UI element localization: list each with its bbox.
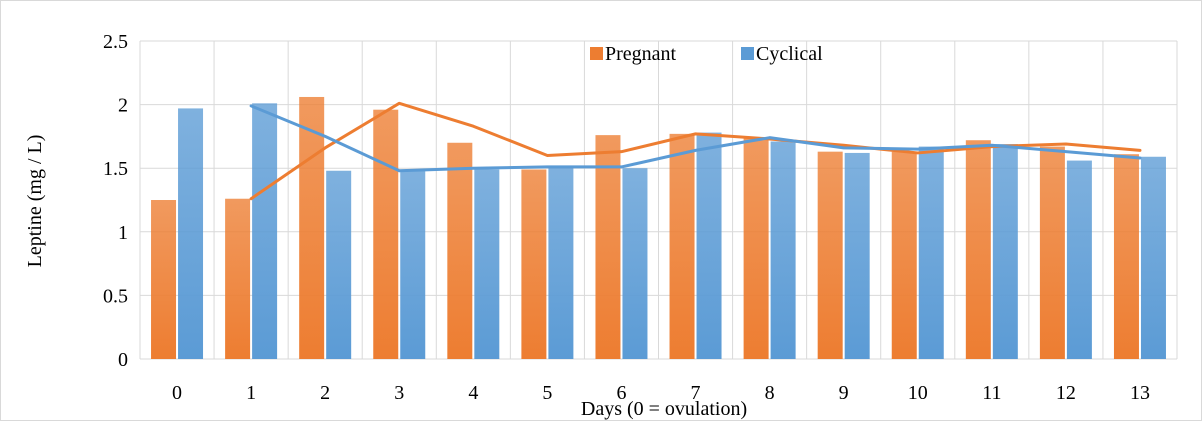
bar-cyclical bbox=[696, 132, 722, 359]
bar-cyclical bbox=[178, 108, 204, 359]
bar-pregnant bbox=[521, 169, 547, 359]
bar-pregnant bbox=[299, 96, 325, 359]
bar-pregnant bbox=[225, 198, 251, 359]
bar-pregnant bbox=[965, 140, 991, 359]
x-tick-label: 2 bbox=[320, 382, 330, 404]
x-tick-label: 0 bbox=[172, 382, 182, 404]
y-tick-label: 0 bbox=[118, 349, 128, 371]
bar-cyclical bbox=[1066, 160, 1092, 359]
x-tick-label: 1 bbox=[246, 382, 256, 404]
bar-pregnant bbox=[373, 109, 399, 359]
bar-cyclical bbox=[474, 169, 500, 359]
bar-pregnant bbox=[743, 137, 769, 359]
bar-pregnant bbox=[817, 151, 843, 359]
bar-cyclical bbox=[400, 169, 426, 359]
x-tick-label: 12 bbox=[1056, 382, 1076, 404]
x-tick-label: 13 bbox=[1130, 382, 1150, 404]
x-tick-label: 10 bbox=[908, 382, 928, 404]
x-tick-label: 11 bbox=[982, 382, 1001, 404]
y-tick-label: 1.5 bbox=[103, 158, 128, 180]
bar-pregnant bbox=[595, 135, 621, 359]
x-tick-label: 5 bbox=[542, 382, 552, 404]
legend-label-cyclical: Cyclical bbox=[756, 43, 823, 65]
gridlines bbox=[139, 40, 1178, 360]
bar-pregnant bbox=[669, 133, 695, 359]
bar-cyclical bbox=[252, 103, 278, 359]
x-tick-label: 8 bbox=[765, 382, 775, 404]
y-axis-title: Leptine (mg / L) bbox=[24, 135, 46, 268]
x-tick-label: 6 bbox=[616, 382, 626, 404]
bars bbox=[151, 96, 1166, 359]
trendlines bbox=[249, 101, 1142, 201]
bar-pregnant bbox=[1039, 146, 1065, 359]
bar-pregnant bbox=[1113, 154, 1139, 359]
legend-swatch-cyclical bbox=[741, 47, 754, 60]
tick-labels: 00.511.522.50 1 2 3 4 5 6 7 8 9 10 11 12 13 bbox=[103, 31, 1150, 404]
bar-cyclical bbox=[1140, 156, 1166, 359]
bar-cyclical bbox=[844, 152, 870, 359]
y-tick-label: 2 bbox=[118, 95, 128, 117]
bar-cyclical bbox=[992, 144, 1018, 359]
bar-cyclical bbox=[918, 146, 944, 359]
x-tick-label: 7 bbox=[691, 382, 701, 404]
x-tick-label: 9 bbox=[839, 382, 849, 404]
legend-swatch-pregnant bbox=[590, 47, 603, 60]
y-tick-label: 1 bbox=[118, 222, 128, 244]
bar-pregnant bbox=[891, 151, 917, 359]
bar-cyclical bbox=[326, 170, 352, 359]
legend: Pregnant Cyclical bbox=[590, 43, 823, 65]
y-tick-label: 0.5 bbox=[103, 285, 128, 307]
bar-cyclical bbox=[548, 165, 574, 359]
y-tick-label: 2.5 bbox=[103, 31, 128, 53]
bar-cyclical bbox=[770, 141, 796, 359]
x-tick-label: 4 bbox=[468, 382, 478, 404]
x-axis-title: Days (0 = ovulation) bbox=[581, 398, 747, 420]
bar-pregnant bbox=[447, 142, 473, 359]
x-tick-label: 3 bbox=[394, 382, 404, 404]
bar-pregnant bbox=[151, 200, 177, 359]
trendline-cyclical bbox=[249, 104, 1142, 173]
bar-cyclical bbox=[622, 168, 648, 359]
legend-label-pregnant: Pregnant bbox=[605, 43, 677, 65]
